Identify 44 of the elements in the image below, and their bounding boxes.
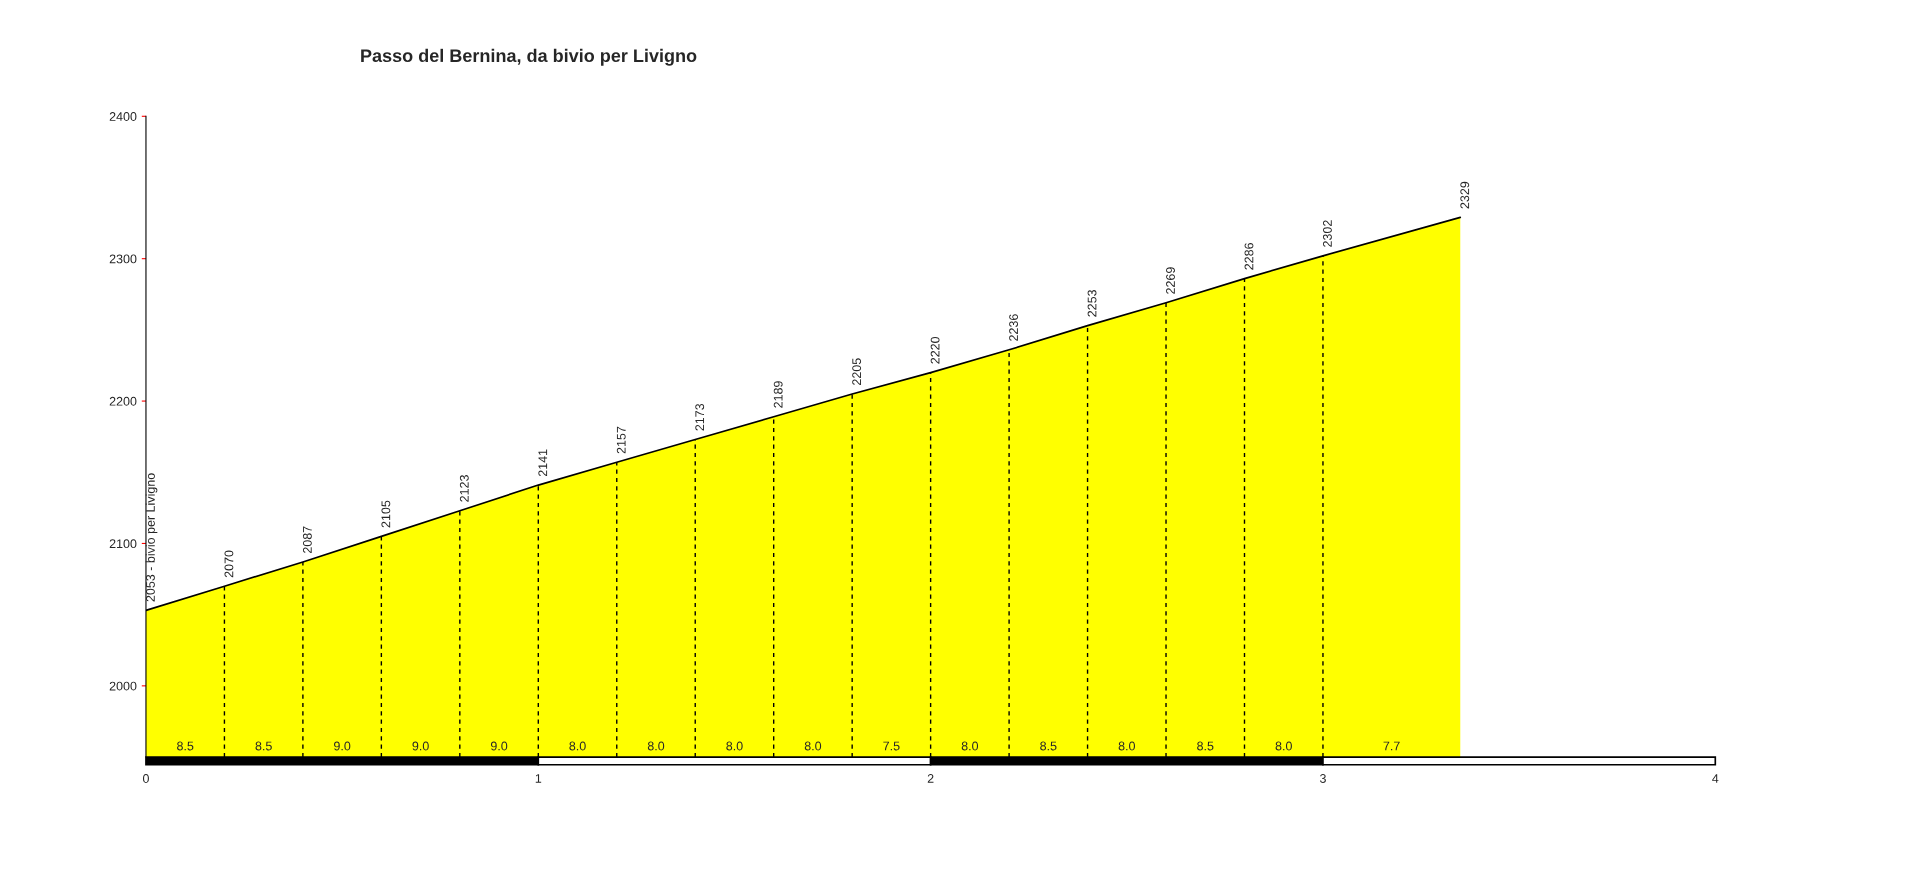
data-label: 2269 [1166, 267, 1175, 294]
y-tick-label: 2400 [109, 112, 137, 121]
annotation: 8.0 [647, 741, 665, 751]
data-label: 2087 [302, 526, 312, 554]
annotation: 8.0 [1275, 741, 1292, 751]
annotation: 7.5 [883, 741, 900, 751]
data-label: 2173 [695, 403, 705, 431]
y-tick-label: 2000 [109, 681, 137, 691]
annotation: 8.5 [1040, 741, 1057, 751]
annotation: 7.7 [1383, 741, 1400, 751]
annotation: 8.5 [1197, 741, 1214, 751]
annotation: 8.0 [726, 741, 743, 751]
data-label: 2302 [1323, 220, 1332, 247]
x-tick-label: 4 [1712, 774, 1719, 783]
data-label: 2329 [1460, 181, 1470, 209]
y-tick-label: 2200 [109, 396, 137, 406]
annotation: 9.0 [334, 741, 351, 751]
data-label: 2157 [616, 426, 626, 454]
x-tick-label: 0 [142, 774, 149, 783]
data-label: 2141 [538, 449, 548, 477]
x-tick-label: 2 [927, 774, 934, 783]
annotation: 8.5 [177, 741, 194, 751]
data-label: 2253 [1087, 290, 1097, 317]
y-tick-label: 2300 [109, 254, 137, 264]
annotation: 8.0 [1118, 741, 1135, 751]
y-tick-label: 2100 [109, 539, 137, 549]
annotation: 8.0 [961, 741, 979, 751]
annotation: 8.5 [255, 741, 272, 751]
data-label: 2205 [852, 358, 862, 385]
data-label: 2105 [381, 500, 391, 528]
annotation: 9.0 [490, 741, 508, 751]
data-label: 2123 [459, 475, 469, 502]
data-label: 2286 [1244, 243, 1254, 270]
data-label: 2220 [930, 336, 940, 364]
data-label: 2053 - bivio per Livigno [145, 473, 158, 602]
x-tick-label: 3 [1319, 774, 1326, 783]
annotation: 8.0 [569, 741, 586, 751]
data-label: 2070 [224, 550, 234, 578]
annotation: 8.0 [804, 741, 822, 751]
x-tick-label: 1 [535, 774, 542, 783]
data-label: 2189 [773, 381, 783, 408]
annotation: 9.0 [412, 741, 429, 751]
chart-title: Passo del Bernina, da bivio per Livigno [361, 48, 697, 66]
data-label: 2236 [1009, 314, 1018, 341]
